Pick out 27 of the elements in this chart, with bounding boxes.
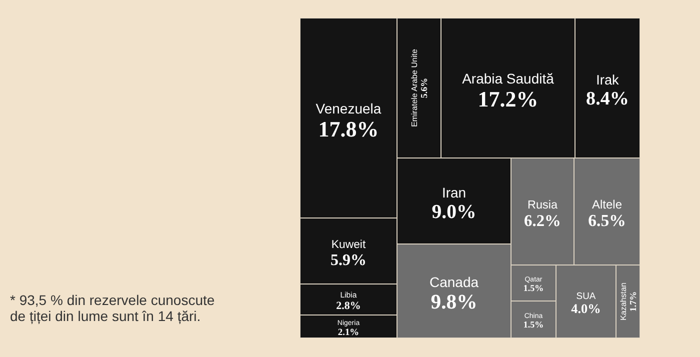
data-label: 1.5% [523, 320, 544, 330]
category-label: Altele [592, 198, 622, 212]
data-label: 17.2% [478, 86, 538, 112]
category-label: Rusia [528, 198, 558, 212]
data-label: 8.4% [586, 88, 629, 110]
data-label: 9.8% [430, 292, 478, 314]
data-label: 5.6% [419, 78, 429, 98]
category-label: Kuweit [331, 239, 366, 252]
category-label: Irak [596, 72, 620, 88]
text: * 93,5 % din rezervele cunoscute de țiței din lume sunt în 14 țări. [10, 292, 216, 324]
data-label: 2.8% [336, 300, 361, 312]
category-label: Kazahstan [619, 282, 628, 320]
category-label: Arabia Saudită [462, 70, 554, 86]
category-label: Venezuela [316, 100, 382, 116]
data-label: 4.0% [571, 301, 601, 316]
data-label: 1.7% [628, 291, 638, 312]
data-label: 2.1% [338, 328, 360, 338]
data-label: 5.9% [330, 252, 366, 269]
data-label: 6.5% [588, 211, 626, 230]
category-label: Emiratele Arabe Unite [410, 48, 419, 127]
data-label: 9.0% [432, 201, 476, 224]
data-label: 17.8% [318, 116, 379, 142]
category-label: SUA [576, 291, 596, 302]
data-label: 1.5% [523, 283, 544, 294]
category-label: Iran [442, 184, 466, 200]
category-label: Canada [429, 274, 479, 290]
data-label: 6.2% [524, 210, 561, 230]
